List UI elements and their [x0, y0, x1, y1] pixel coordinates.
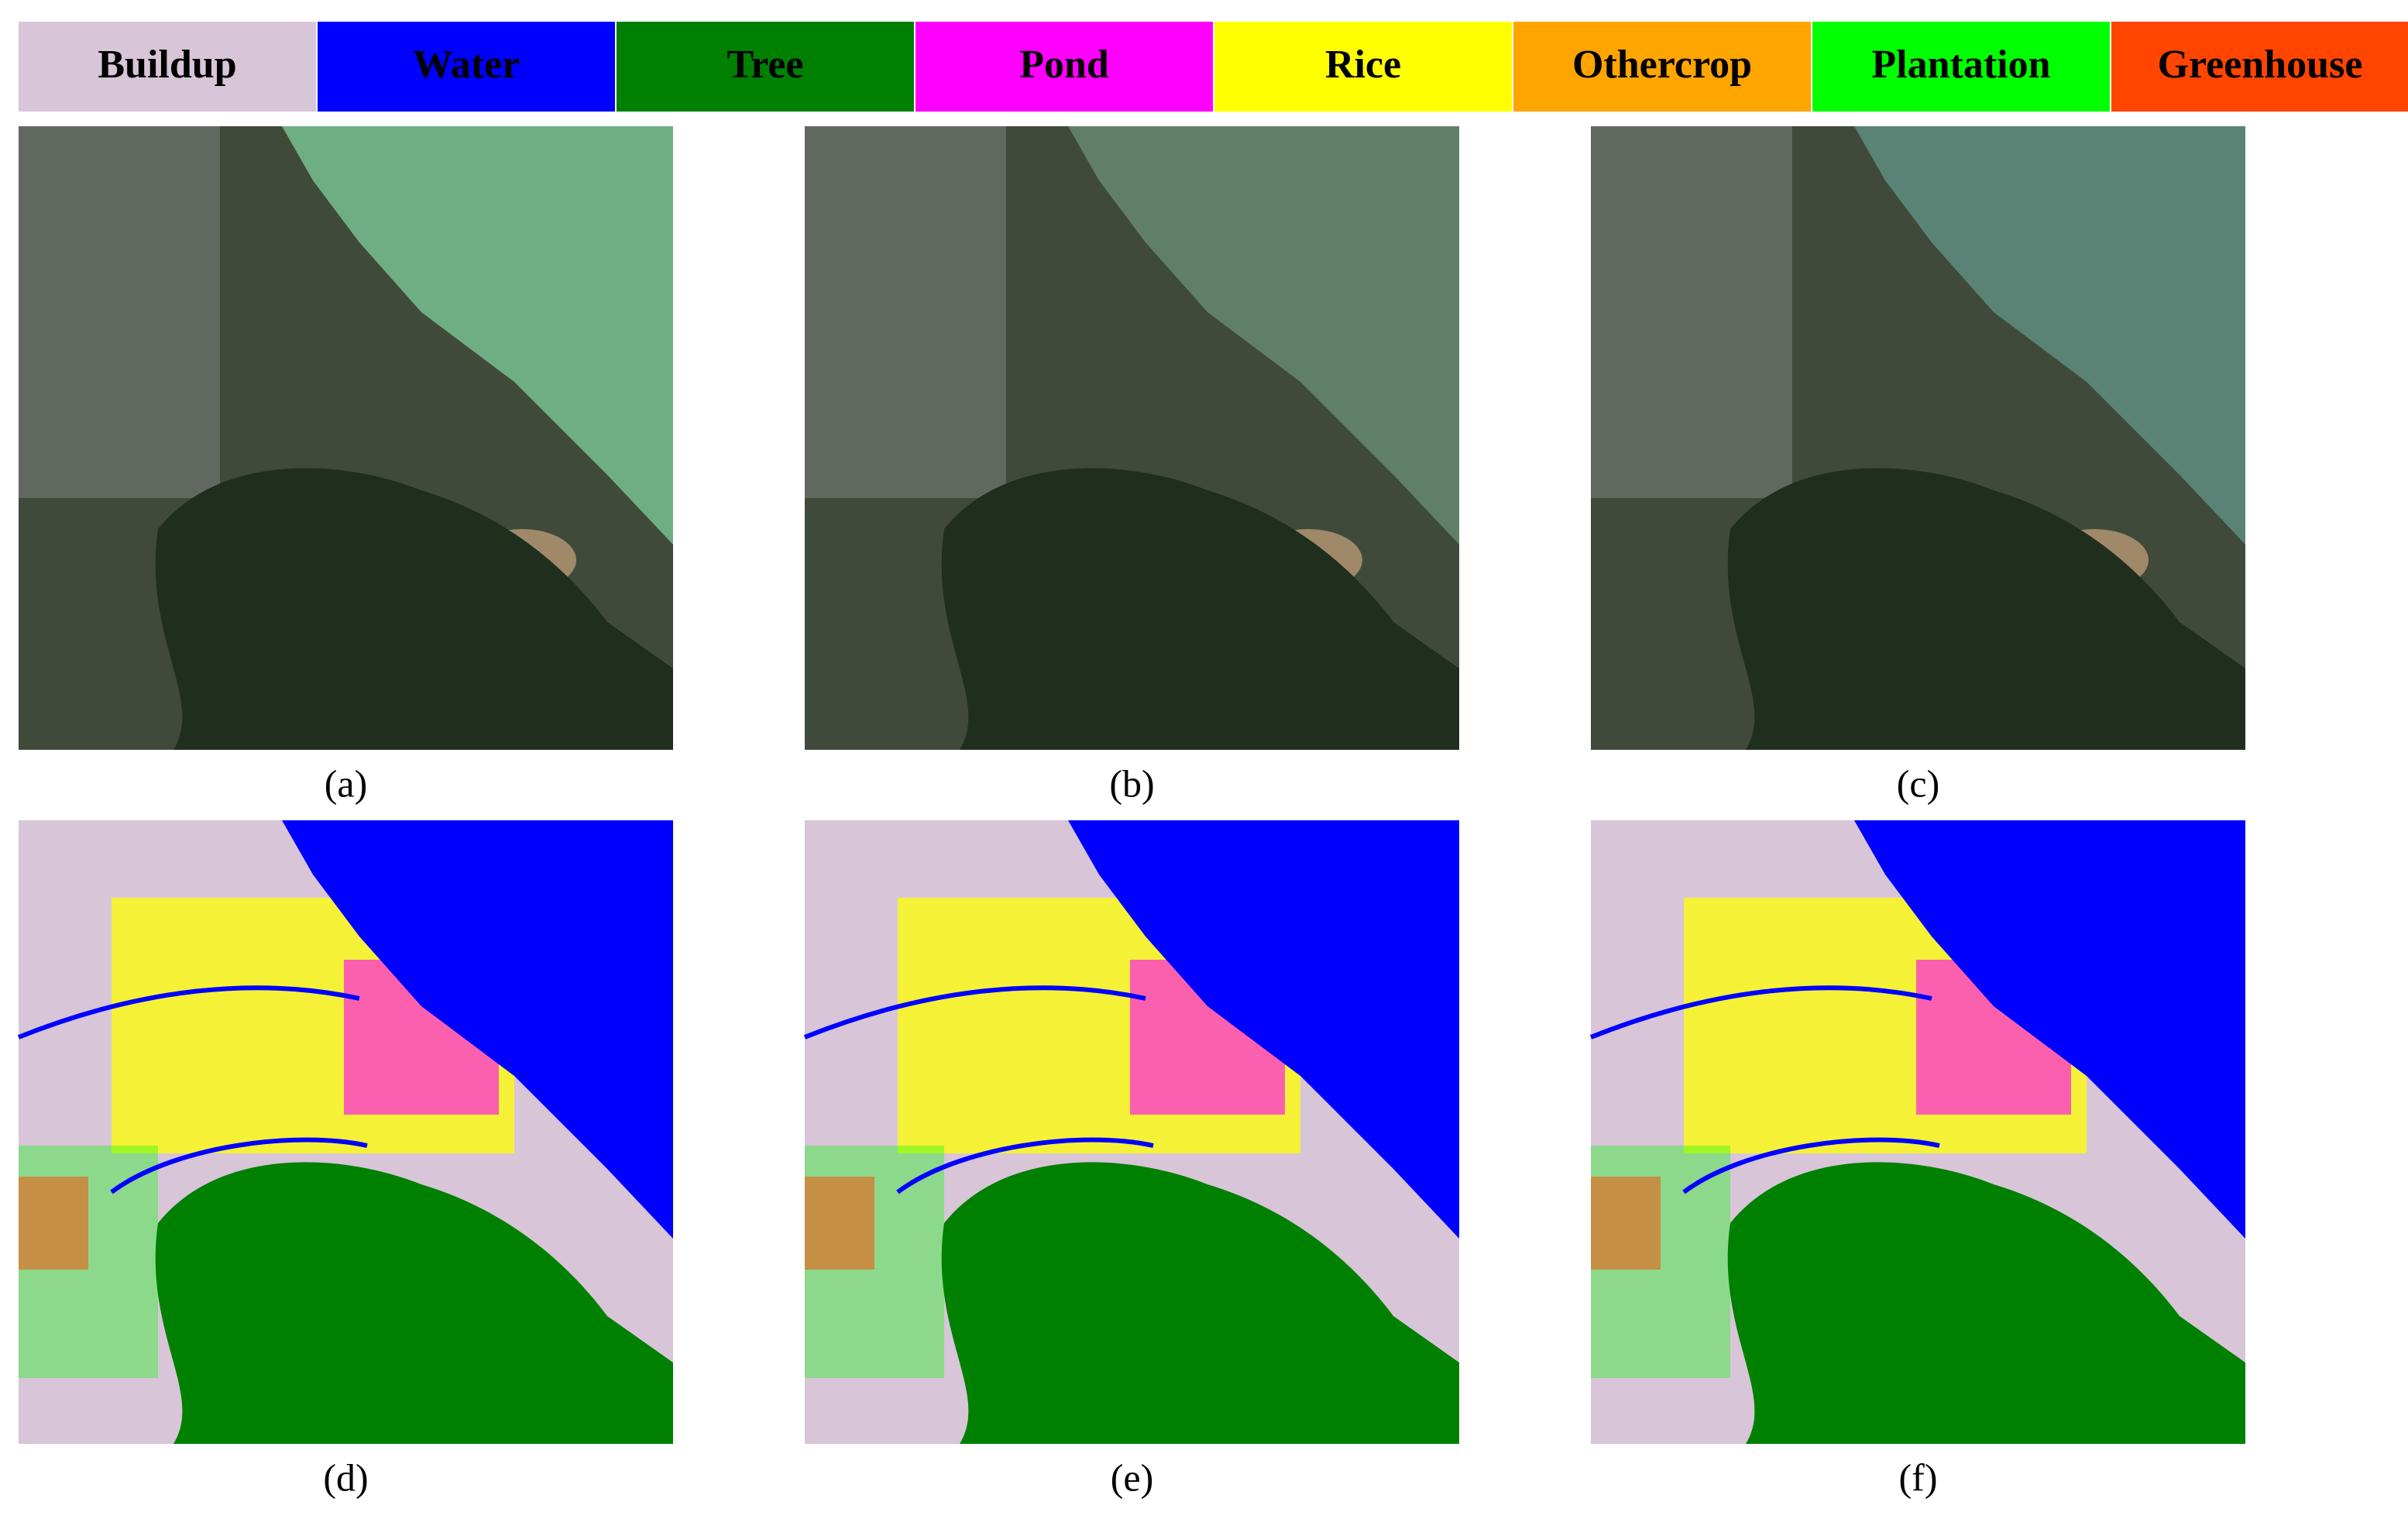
panel-caption: (e) — [1111, 1455, 1154, 1499]
water-body — [1068, 126, 1459, 545]
forest — [941, 1162, 1459, 1444]
urban-area — [805, 126, 1006, 498]
river — [17, 985, 368, 1194]
panel-image — [19, 126, 674, 750]
legend-swatch — [1214, 22, 1512, 112]
panel-image — [1591, 126, 2245, 750]
panel-caption: (d) — [323, 1455, 368, 1499]
legend-swatch — [19, 22, 316, 112]
panel-caption: (a) — [325, 761, 368, 805]
legend-swatch — [617, 22, 914, 112]
panel-image — [803, 820, 1459, 1444]
legend-label: Othercrop — [1572, 43, 1752, 87]
forest — [1727, 468, 2245, 750]
legend-swatch — [2111, 22, 2408, 112]
legend-swatch — [1812, 22, 2110, 112]
legend-label: Greenhouse — [2158, 43, 2363, 87]
water-body — [1854, 126, 2245, 545]
water-body — [282, 820, 673, 1239]
legend-label: Plantation — [1871, 43, 2050, 87]
legend-label: Water — [413, 43, 520, 87]
legend-swatch — [915, 22, 1213, 112]
legend-label: Pond — [1019, 43, 1109, 87]
forest — [941, 468, 1459, 750]
panel-image — [1589, 820, 2245, 1444]
forest — [155, 1162, 674, 1444]
river — [1589, 985, 1940, 1194]
legend-label: Buildup — [98, 43, 236, 87]
water-body — [1854, 820, 2245, 1239]
panel-image — [17, 820, 674, 1444]
legend-label: Tree — [727, 43, 803, 87]
othercrop-area — [1591, 1177, 1661, 1270]
river — [803, 985, 1154, 1194]
water-body — [1068, 820, 1459, 1239]
panel-caption: (f) — [1899, 1455, 1938, 1499]
urban-area — [19, 126, 220, 498]
panel-caption: (c) — [1897, 761, 1940, 805]
othercrop-area — [19, 1177, 88, 1270]
urban-area — [1591, 126, 1792, 498]
legend-swatch — [318, 22, 615, 112]
forest — [155, 468, 674, 750]
forest — [1727, 1162, 2245, 1444]
othercrop-area — [805, 1177, 874, 1270]
panel-image — [805, 126, 1459, 750]
panel-caption: (b) — [1109, 761, 1154, 805]
legend-label: Rice — [1325, 43, 1401, 87]
legend-swatch — [1513, 22, 1811, 112]
water-body — [282, 126, 673, 545]
